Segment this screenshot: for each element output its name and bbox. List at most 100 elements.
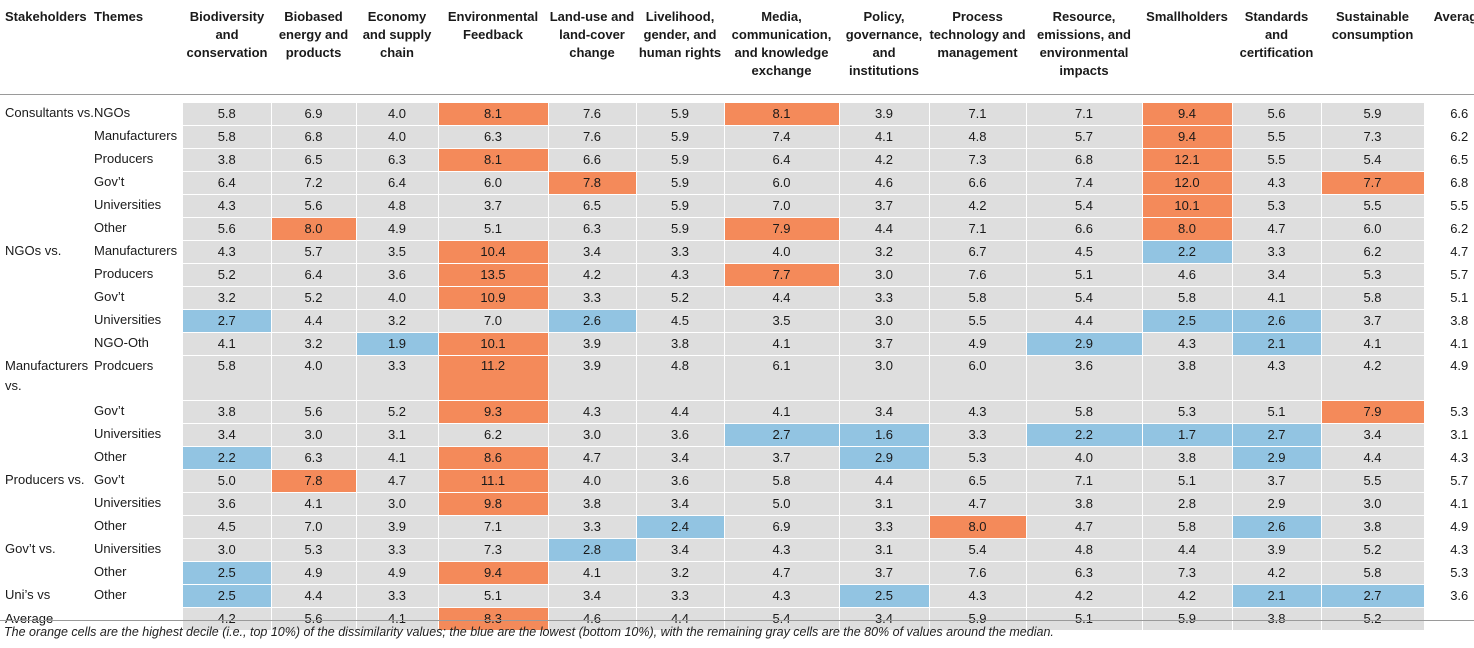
comparison-label: Universities [94, 492, 183, 516]
row-average-cell: 6.5 [1424, 148, 1474, 172]
value-cell: 7.4 [1026, 171, 1143, 195]
value-cell: 3.3 [839, 286, 930, 310]
value-cell: 4.5 [183, 515, 272, 539]
value-cell: 5.6 [271, 607, 357, 631]
value-cell: 4.1 [724, 400, 840, 424]
column-header: Standards and certification [1232, 8, 1321, 95]
value-cell: 3.0 [548, 423, 637, 447]
value-cell: 7.6 [548, 103, 637, 126]
value-cell: 13.5 [438, 263, 549, 287]
value-cell: 2.6 [1232, 515, 1322, 539]
value-cell: 4.1 [356, 607, 439, 631]
value-cell: 4.1 [724, 332, 840, 356]
value-cell: 3.8 [1321, 515, 1425, 539]
row-average-cell: 5.3 [1424, 400, 1474, 424]
stakeholder-group-label [0, 217, 94, 241]
value-cell: 5.2 [356, 400, 439, 424]
value-cell: 4.4 [1142, 538, 1233, 562]
value-cell: 5.8 [1321, 561, 1425, 585]
stakeholder-group-label [0, 423, 94, 447]
comparison-label: Other [94, 561, 183, 585]
value-cell: 7.6 [548, 125, 637, 149]
value-cell: 3.7 [1321, 309, 1425, 333]
comparison-label: Gov’t [94, 171, 183, 195]
value-cell: 5.9 [636, 171, 725, 195]
value-cell: 5.3 [271, 538, 357, 562]
value-cell: 5.0 [724, 492, 840, 516]
value-cell: 4.8 [1026, 538, 1143, 562]
value-cell: 4.4 [724, 286, 840, 310]
value-cell: 6.8 [1026, 148, 1143, 172]
value-cell: 4.7 [929, 492, 1027, 516]
value-cell: 5.8 [724, 469, 840, 493]
value-cell: 3.6 [636, 469, 725, 493]
value-cell: 3.8 [636, 332, 725, 356]
value-cell: 9.3 [438, 400, 549, 424]
value-cell: 6.5 [271, 148, 357, 172]
table-row: NGOs vs. Manufacturers 4.3 5.7 3.5 10.4 3.4 3.3… [0, 240, 1474, 264]
value-cell: 5.5 [929, 309, 1027, 333]
value-cell: 3.3 [636, 584, 725, 608]
value-cell: 6.6 [1026, 217, 1143, 241]
value-cell: 6.4 [271, 263, 357, 287]
stakeholder-group-label [0, 515, 94, 539]
value-cell: 5.5 [1232, 125, 1322, 149]
value-cell: 6.9 [724, 515, 840, 539]
value-cell: 2.4 [636, 515, 725, 539]
value-cell: 6.3 [438, 125, 549, 149]
value-cell: 3.7 [839, 332, 930, 356]
comparison-label: Gov’t [94, 469, 183, 493]
value-cell: 5.8 [1026, 400, 1143, 424]
value-cell: 2.1 [1232, 584, 1322, 608]
value-cell: 8.1 [724, 103, 840, 126]
value-cell: 5.2 [1321, 538, 1425, 562]
value-cell: 3.4 [839, 607, 930, 631]
column-header: Economy and supply chain [356, 8, 438, 95]
value-cell: 4.9 [356, 217, 439, 241]
value-cell: 3.0 [839, 309, 930, 333]
value-cell: 5.5 [1321, 194, 1425, 218]
value-cell: 3.9 [548, 355, 637, 401]
value-cell: 5.4 [1026, 194, 1143, 218]
value-cell: 4.3 [929, 584, 1027, 608]
value-cell: 7.3 [438, 538, 549, 562]
value-cell: 5.8 [1142, 515, 1233, 539]
value-cell: 5.3 [929, 446, 1027, 470]
value-cell: 4.6 [1142, 263, 1233, 287]
value-cell: 2.7 [724, 423, 840, 447]
value-cell: 5.4 [1026, 286, 1143, 310]
value-cell: 5.4 [724, 607, 840, 631]
value-cell: 3.3 [356, 584, 439, 608]
table-row: Universities 2.7 4.4 3.2 7.0 2.6 4.5 3.5 3.0 5.5 4… [0, 309, 1474, 333]
value-cell: 7.4 [724, 125, 840, 149]
stakeholder-group-label: Average [0, 607, 94, 631]
column-header: Media, communication, and knowledge exch… [724, 8, 839, 95]
value-cell: 3.4 [636, 446, 725, 470]
value-cell: 3.0 [839, 263, 930, 287]
value-cell: 4.5 [1026, 240, 1143, 264]
value-cell: 3.7 [1232, 469, 1322, 493]
value-cell: 4.1 [548, 561, 637, 585]
value-cell: 2.2 [183, 446, 272, 470]
value-cell: 12.0 [1142, 171, 1233, 195]
row-average-cell: 4.3 [1424, 538, 1474, 562]
value-cell: 3.8 [1142, 446, 1233, 470]
value-cell: 2.8 [1142, 492, 1233, 516]
comparison-label: Universities [94, 194, 183, 218]
value-cell: 3.8 [183, 148, 272, 172]
row-average-cell: 4.1 [1424, 492, 1474, 516]
value-cell: 4.4 [636, 607, 725, 631]
value-cell: 3.8 [1026, 492, 1143, 516]
stakeholder-group-label [0, 400, 94, 424]
value-cell: 7.7 [724, 263, 840, 287]
table-body: Consultants vs. NGOs 5.8 6.9 4.0 8.1 7.6 5.9 8.1… [0, 94, 1474, 631]
value-cell: 4.2 [1142, 584, 1233, 608]
value-cell: 4.0 [356, 125, 439, 149]
stakeholder-group-label: NGOs vs. [0, 240, 94, 264]
value-cell: 4.2 [1321, 355, 1425, 401]
value-cell: 7.0 [271, 515, 357, 539]
comparison-label: Gov’t [94, 400, 183, 424]
value-cell: 5.9 [1142, 607, 1233, 631]
value-cell: 9.4 [1142, 125, 1233, 149]
